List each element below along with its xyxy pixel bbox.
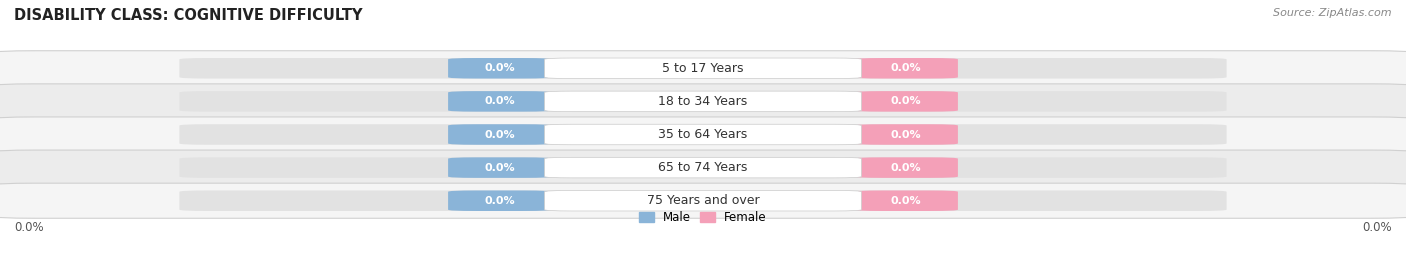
Text: 0.0%: 0.0% [891, 96, 921, 107]
FancyBboxPatch shape [449, 157, 551, 178]
Text: 65 to 74 Years: 65 to 74 Years [658, 161, 748, 174]
Text: 0.0%: 0.0% [891, 129, 921, 140]
Text: 0.0%: 0.0% [14, 221, 44, 234]
FancyBboxPatch shape [0, 51, 1406, 86]
FancyBboxPatch shape [544, 157, 862, 178]
FancyBboxPatch shape [449, 91, 551, 112]
Text: 0.0%: 0.0% [485, 196, 515, 206]
FancyBboxPatch shape [0, 183, 1406, 218]
FancyBboxPatch shape [180, 124, 1226, 145]
Text: 0.0%: 0.0% [891, 162, 921, 173]
Text: 0.0%: 0.0% [485, 162, 515, 173]
FancyBboxPatch shape [180, 190, 1226, 211]
FancyBboxPatch shape [0, 150, 1406, 185]
Text: 0.0%: 0.0% [485, 129, 515, 140]
FancyBboxPatch shape [180, 157, 1226, 178]
FancyBboxPatch shape [544, 58, 862, 79]
FancyBboxPatch shape [544, 91, 862, 112]
FancyBboxPatch shape [180, 91, 1226, 112]
Text: 0.0%: 0.0% [485, 96, 515, 107]
Text: 75 Years and over: 75 Years and over [647, 194, 759, 207]
FancyBboxPatch shape [0, 84, 1406, 119]
FancyBboxPatch shape [855, 91, 957, 112]
FancyBboxPatch shape [544, 190, 862, 211]
Text: 0.0%: 0.0% [485, 63, 515, 73]
Text: Source: ZipAtlas.com: Source: ZipAtlas.com [1274, 8, 1392, 18]
FancyBboxPatch shape [855, 124, 957, 145]
FancyBboxPatch shape [855, 157, 957, 178]
Legend: Male, Female: Male, Female [634, 206, 772, 228]
FancyBboxPatch shape [855, 190, 957, 211]
FancyBboxPatch shape [449, 58, 551, 79]
FancyBboxPatch shape [180, 58, 1226, 79]
Text: 0.0%: 0.0% [1362, 221, 1392, 234]
FancyBboxPatch shape [544, 124, 862, 145]
Text: 35 to 64 Years: 35 to 64 Years [658, 128, 748, 141]
Text: 5 to 17 Years: 5 to 17 Years [662, 62, 744, 75]
Text: 18 to 34 Years: 18 to 34 Years [658, 95, 748, 108]
FancyBboxPatch shape [449, 190, 551, 211]
Text: 0.0%: 0.0% [891, 63, 921, 73]
FancyBboxPatch shape [449, 124, 551, 145]
Text: 0.0%: 0.0% [891, 196, 921, 206]
FancyBboxPatch shape [855, 58, 957, 79]
FancyBboxPatch shape [0, 117, 1406, 152]
Text: DISABILITY CLASS: COGNITIVE DIFFICULTY: DISABILITY CLASS: COGNITIVE DIFFICULTY [14, 8, 363, 23]
